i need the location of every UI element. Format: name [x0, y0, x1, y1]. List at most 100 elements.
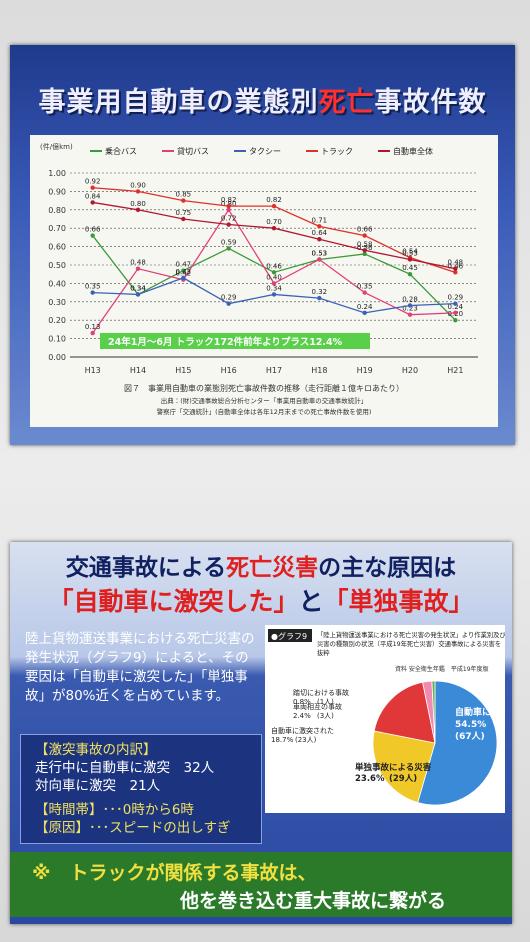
poster-causes: 交通事故による死亡災害の主な原因は 「自動車に激突した」と「単独事故」 陸上貨物… [10, 542, 527, 924]
source: 出典：(財)交通事故総合分析センター「事業用自動車の交通事故統計」 [161, 396, 368, 405]
slice-label: 車両相互の事故 [293, 702, 342, 711]
point-label: 0.59 [221, 238, 237, 246]
point-label: 0.47 [176, 261, 192, 269]
annotation: 24年1月～6月 トラック172件前年よりプラス12.4% [108, 336, 343, 348]
point-label: 0.58 [357, 240, 373, 248]
pie-slice [431, 680, 436, 744]
point [407, 303, 413, 308]
series-line [92, 201, 456, 270]
source: 警察庁「交通統計」(自動車全体は各年12月末までの死亡事故件数を使用) [157, 407, 372, 416]
pie-slice [417, 680, 498, 806]
y-tick-label: 0.50 [48, 261, 66, 270]
x-tick-label: H17 [266, 366, 282, 375]
point-label: 0.92 [85, 178, 101, 186]
point [271, 226, 277, 231]
point [362, 248, 367, 253]
poster-death-rate: 事業用自動車の業態別死亡事故件数 (件/億km) 0.00 0.10 0.20 0.30… [10, 45, 515, 445]
point-label: 0.82 [221, 196, 237, 204]
point-label: 0.54 [402, 248, 418, 256]
point-label: 0.80 [221, 200, 237, 208]
point [453, 270, 458, 275]
legend-label: 貸切バス [177, 146, 209, 156]
slice-value: 18.7% [271, 736, 294, 744]
breakdown-title: 【激突事故の内訳】 [35, 742, 157, 758]
x-tick-label: H21 [447, 366, 463, 375]
point [226, 207, 231, 212]
chart-panel: (件/億km) 0.00 0.10 0.20 0.30 0.40 0.50 0.60 0.70 0… [30, 135, 498, 427]
point [453, 301, 458, 306]
point [181, 268, 186, 273]
point-label: 0.35 [85, 283, 101, 291]
y-tick-label: 0.10 [48, 335, 66, 344]
slice-label: 単独事故による災害 [355, 762, 432, 773]
point [90, 330, 95, 336]
y-unit: (件/億km) [40, 142, 73, 151]
point [271, 292, 277, 297]
point-label: 0.53 [312, 249, 328, 257]
line-chart: (件/億km) 0.00 0.10 0.20 0.30 0.40 0.50 0.60 0.70 0… [40, 142, 478, 416]
slice-value: 2.4% [293, 712, 311, 720]
point [181, 216, 186, 222]
point-label: 0.45 [402, 264, 418, 272]
slice-label: 踏切における事故 [293, 688, 349, 697]
y-tick-label: 0.80 [48, 206, 66, 215]
pie-source: 資料 安全衛生年鑑 平成19年度版 [395, 665, 489, 673]
title-part: 死亡 [318, 87, 375, 118]
slice-count: (1人) [317, 698, 334, 706]
point-label: 0.84 [85, 192, 101, 200]
point [407, 312, 413, 317]
point-label: 0.48 [130, 259, 146, 267]
point-label: 0.35 [357, 283, 373, 291]
point [135, 207, 141, 212]
point [362, 310, 367, 316]
point [453, 310, 458, 316]
point-label: 0.71 [312, 216, 328, 224]
slice-count: (23人) [295, 736, 317, 744]
y-tick-label: 0.40 [48, 279, 66, 288]
pie-panel: ●グラフ9 「陸上貨物運送事業における死亡災害の発生状況」より作業別及び災害の種類… [265, 625, 527, 813]
pie-title: 「陸上貨物運送事業における死亡災害の発生状況」より作業別及び災害の種類別の状況（… [317, 630, 505, 657]
point-label: 0.75 [176, 209, 192, 217]
headline-part: の主な原因は [318, 555, 457, 581]
x-tick-label: H16 [221, 366, 237, 375]
pie-slice [372, 730, 436, 804]
breakdown-box: 【激突事故の内訳】 走行中に自動車に激突 32人 対向車に激突 21人 【時間帯… [20, 734, 262, 844]
point-label: 0.64 [312, 229, 328, 237]
point [362, 290, 367, 295]
point [407, 272, 413, 277]
slice-value: 0.8% [293, 698, 311, 706]
point-label: 0.85 [176, 191, 192, 199]
point-label: 0.28 [402, 295, 418, 303]
point-label: 0.40 [266, 273, 282, 281]
x-tick-label: H14 [130, 366, 146, 375]
point-label: 0.29 [221, 294, 237, 302]
point [226, 203, 231, 209]
slice-value: 23.6% [355, 774, 385, 784]
legend-label: 自動車全体 [393, 146, 433, 156]
point-label: 0.70 [266, 218, 282, 226]
point [317, 237, 322, 242]
slice-value: 54.5% [455, 720, 486, 730]
point [226, 246, 231, 251]
point [90, 185, 95, 190]
x-tick-label: H20 [402, 366, 418, 375]
point [271, 203, 277, 209]
subhead-part: と [298, 587, 324, 616]
point [90, 200, 95, 205]
slice-count: (29人) [389, 774, 417, 784]
detail: 【原因】･･･スピードの出しすぎ [35, 820, 231, 836]
point [317, 295, 322, 301]
point-label: 0.24 [357, 303, 373, 311]
point-label: 0.46 [448, 262, 464, 270]
annotation-box [100, 333, 370, 349]
point [135, 189, 141, 194]
point-label: 0.82 [266, 196, 282, 204]
x-tick-label: H19 [357, 366, 373, 375]
point [271, 281, 277, 286]
point-label: 0.34 [266, 284, 282, 292]
point-label: 0.46 [266, 262, 282, 270]
headline-part: 交通事故による [65, 555, 227, 581]
point [181, 275, 186, 281]
title-part: 事業用自動車の業態別 [38, 87, 319, 118]
